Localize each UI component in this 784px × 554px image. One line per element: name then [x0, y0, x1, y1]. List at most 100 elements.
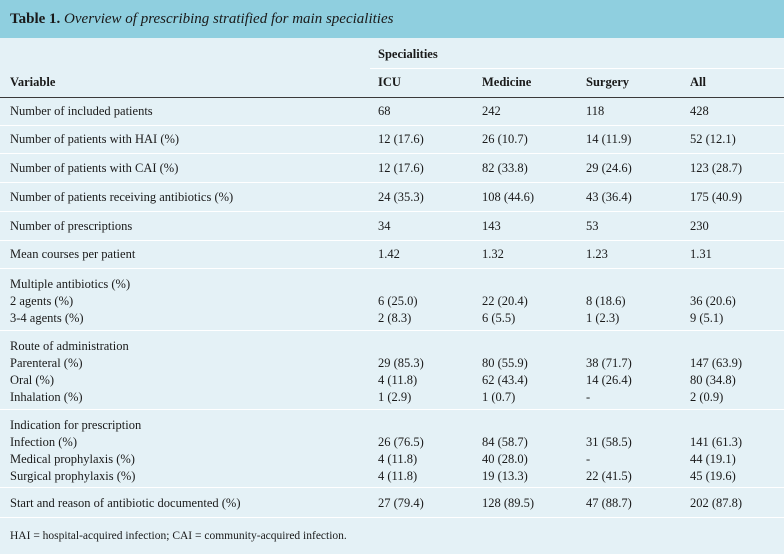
row-6-medicine-2: 6 (5.5): [482, 311, 516, 325]
row-3-medicine-0: 108 (44.6): [482, 190, 535, 204]
row-7-all-1: 147 (63.9): [690, 356, 743, 370]
row-7-variable-0: Route of administration: [10, 339, 129, 353]
row-0-all-0: 428: [690, 104, 709, 118]
row-6-surgery-2: 1 (2.3): [586, 311, 620, 325]
row-3-variable-0: Number of patients receiving antibiotics…: [10, 190, 234, 204]
row-2-medicine-0: 82 (33.8): [482, 161, 528, 175]
row-8-variable-0: Indication for prescription: [10, 418, 142, 432]
table-title-bar: Table 1. Overview of prescribing stratif…: [0, 0, 784, 38]
row-4-medicine-0: 143: [482, 219, 501, 233]
row-8-medicine-3: 19 (13.3): [482, 469, 528, 483]
row-0-variable-0: Number of included patients: [10, 104, 153, 118]
row-9-variable-0: Start and reason of antibiotic documente…: [10, 496, 241, 510]
row-8-icu-2: 4 (11.8): [378, 452, 418, 466]
column-header-1: ICU: [378, 75, 401, 89]
row-0-surgery-0: 118: [586, 104, 605, 118]
row-2-variable-0: Number of patients with CAI (%): [10, 161, 179, 175]
row-7-medicine-2: 62 (43.4): [482, 373, 528, 387]
row-0-icu-0: 68: [378, 104, 391, 118]
row-3-all-0: 175 (40.9): [690, 190, 743, 204]
row-2-all-0: 123 (28.7): [690, 161, 743, 175]
row-0-medicine-0: 242: [482, 104, 501, 118]
column-header-4: All: [690, 75, 706, 89]
row-5-surgery-0: 1.23: [586, 247, 608, 261]
row-6-icu-2: 2 (8.3): [378, 311, 412, 325]
row-rule: [0, 330, 784, 331]
table-title: Table 1. Overview of prescribing stratif…: [10, 9, 393, 29]
column-header-0: Variable: [10, 75, 56, 89]
row-7-surgery-3: -: [586, 390, 591, 404]
row-1-surgery-0: 14 (11.9): [586, 132, 632, 146]
row-8-all-2: 44 (19.1): [690, 452, 736, 466]
row-8-medicine-1: 84 (58.7): [482, 435, 528, 449]
row-6-all-1: 36 (20.6): [690, 294, 736, 308]
row-4-variable-0: Number of prescriptions: [10, 219, 133, 233]
row-4-surgery-0: 53: [586, 219, 599, 233]
row-9-all-0: 202 (87.8): [690, 496, 743, 510]
row-8-variable-3: Surgical prophylaxis (%): [10, 469, 136, 483]
row-5-all-0: 1.31: [690, 247, 712, 261]
row-6-icu-1: 6 (25.0): [378, 294, 418, 308]
row-5-icu-0: 1.42: [378, 247, 400, 261]
row-1-variable-0: Number of patients with HAI (%): [10, 132, 180, 146]
row-8-surgery-3: 22 (41.5): [586, 469, 632, 483]
row-6-variable-0: Multiple antibiotics (%): [10, 277, 131, 291]
spanning-header-rule: [370, 68, 784, 69]
row-7-icu-3: 1 (2.9): [378, 390, 412, 404]
row-rule: [0, 517, 784, 518]
row-9-surgery-0: 47 (88.7): [586, 496, 632, 510]
row-9-medicine-0: 128 (89.5): [482, 496, 535, 510]
row-7-medicine-1: 80 (55.9): [482, 356, 528, 370]
row-rule: [0, 240, 784, 241]
row-7-icu-2: 4 (11.8): [378, 373, 418, 387]
row-rule: [0, 268, 784, 269]
row-6-surgery-1: 8 (18.6): [586, 294, 626, 308]
row-6-variable-1: 2 agents (%): [10, 294, 74, 308]
row-rule: [0, 487, 784, 488]
row-8-variable-1: Infection (%): [10, 435, 77, 449]
row-9-icu-0: 27 (79.4): [378, 496, 424, 510]
row-8-all-1: 141 (61.3): [690, 435, 743, 449]
row-8-icu-1: 26 (76.5): [378, 435, 424, 449]
row-7-surgery-2: 14 (26.4): [586, 373, 632, 387]
row-rule: [0, 211, 784, 212]
row-6-all-2: 9 (5.1): [690, 311, 724, 325]
row-5-variable-0: Mean courses per patient: [10, 247, 136, 261]
header-rule: [0, 97, 784, 98]
row-8-surgery-1: 31 (58.5): [586, 435, 632, 449]
row-2-surgery-0: 29 (24.6): [586, 161, 632, 175]
row-3-surgery-0: 43 (36.4): [586, 190, 632, 204]
row-1-icu-0: 12 (17.6): [378, 132, 424, 146]
row-7-icu-1: 29 (85.3): [378, 356, 424, 370]
table-label: Table 1.: [10, 11, 61, 27]
column-header-3: Surgery: [586, 75, 630, 89]
row-1-medicine-0: 26 (10.7): [482, 132, 528, 146]
row-8-variable-2: Medical prophylaxis (%): [10, 452, 135, 466]
row-8-medicine-2: 40 (28.0): [482, 452, 528, 466]
row-7-variable-1: Parenteral (%): [10, 356, 83, 370]
table-caption: Overview of prescribing stratified for m…: [64, 11, 394, 27]
row-6-variable-2: 3-4 agents (%): [10, 311, 84, 325]
row-4-all-0: 230: [690, 219, 709, 233]
table-footnote: HAI = hospital-acquired infection; CAI =…: [10, 530, 347, 542]
row-7-all-2: 80 (34.8): [690, 373, 736, 387]
row-1-all-0: 52 (12.1): [690, 132, 736, 146]
row-rule: [0, 153, 784, 154]
row-7-medicine-3: 1 (0.7): [482, 390, 516, 404]
row-rule: [0, 409, 784, 410]
row-7-surgery-1: 38 (71.7): [586, 356, 632, 370]
row-2-icu-0: 12 (17.6): [378, 161, 424, 175]
row-rule: [0, 182, 784, 183]
row-4-icu-0: 34: [378, 219, 391, 233]
row-3-icu-0: 24 (35.3): [378, 190, 424, 204]
row-8-surgery-2: -: [586, 452, 591, 466]
row-8-all-3: 45 (19.6): [690, 469, 736, 483]
row-5-medicine-0: 1.32: [482, 247, 504, 261]
row-7-variable-2: Oral (%): [10, 373, 55, 387]
row-7-variable-3: Inhalation (%): [10, 390, 83, 404]
column-header-2: Medicine: [482, 75, 532, 89]
row-8-icu-3: 4 (11.8): [378, 469, 418, 483]
row-7-all-3: 2 (0.9): [690, 390, 724, 404]
spanning-header: Specialities: [378, 47, 438, 61]
